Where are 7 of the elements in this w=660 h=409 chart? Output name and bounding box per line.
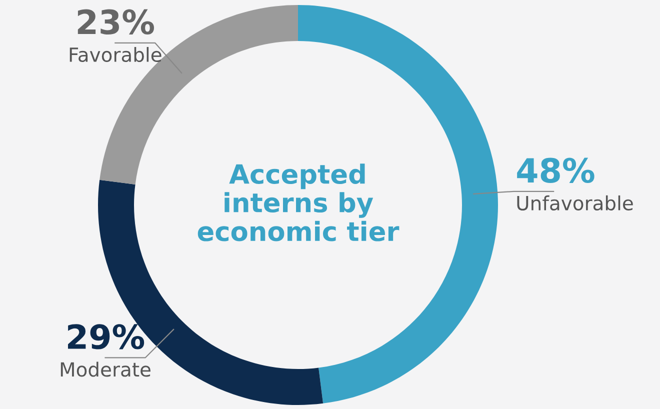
data-label: 48% <box>517 158 594 183</box>
slice-label: Favorable <box>70 46 162 62</box>
data-label: 23% <box>78 9 154 35</box>
text: Accepted interns by economic tier <box>198 164 400 242</box>
data-label: 29% <box>68 324 144 350</box>
slice-label: Moderate <box>60 362 150 377</box>
slice-label: Unfavorable <box>517 195 633 210</box>
